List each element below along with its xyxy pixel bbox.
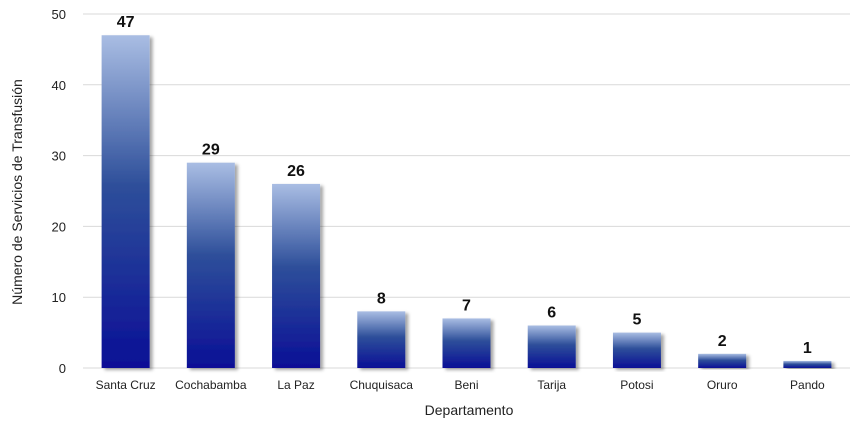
y-tick-label: 0 xyxy=(59,361,66,376)
x-tick-label: Potosi xyxy=(620,378,653,392)
bar-pando xyxy=(783,360,832,368)
data-label: 29 xyxy=(202,142,220,159)
bar-potosi xyxy=(612,332,661,368)
y-tick-label: 40 xyxy=(52,78,66,93)
y-tick-label: 30 xyxy=(52,149,66,164)
bar-tarija xyxy=(527,325,576,368)
x-tick-label: Cochabamba xyxy=(175,378,247,392)
y-tick-label: 20 xyxy=(52,219,66,234)
x-tick-label: Beni xyxy=(454,378,478,392)
x-tick-label: Pando xyxy=(790,378,825,392)
bar-cochabamba xyxy=(186,162,235,368)
bars xyxy=(101,35,832,369)
data-label: 6 xyxy=(547,305,556,322)
bar-oruro xyxy=(698,353,747,368)
bar-la-paz xyxy=(272,183,321,368)
data-label: 1 xyxy=(803,340,812,357)
data-label: 8 xyxy=(377,290,386,307)
data-label: 26 xyxy=(287,163,305,180)
x-tick-label: Oruro xyxy=(707,378,738,392)
bar-chuquisaca xyxy=(357,311,406,368)
data-label: 47 xyxy=(117,14,135,31)
x-tick-label: Chuquisaca xyxy=(350,378,414,392)
x-tick-label: Santa Cruz xyxy=(96,378,156,392)
y-axis-ticks: 0 10 20 30 40 50 xyxy=(52,7,66,376)
x-tick-label: Tarija xyxy=(537,378,566,392)
x-axis-categories: Santa Cruz Cochabamba La Paz Chuquisaca Beni… xyxy=(96,378,825,392)
bar-santa-cruz xyxy=(101,35,150,369)
y-axis-title: Número de Servicios de Transfusión xyxy=(9,79,25,305)
x-axis-title: Departamento xyxy=(425,402,514,418)
x-tick-label: La Paz xyxy=(277,378,314,392)
bar-beni xyxy=(442,318,491,368)
y-tick-label: 50 xyxy=(52,7,66,22)
data-labels: 47 29 26 8 7 6 5 2 1 xyxy=(117,14,812,357)
y-tick-label: 10 xyxy=(52,290,66,305)
data-label: 7 xyxy=(462,297,471,314)
data-label: 5 xyxy=(632,312,641,329)
data-label: 2 xyxy=(718,333,727,350)
